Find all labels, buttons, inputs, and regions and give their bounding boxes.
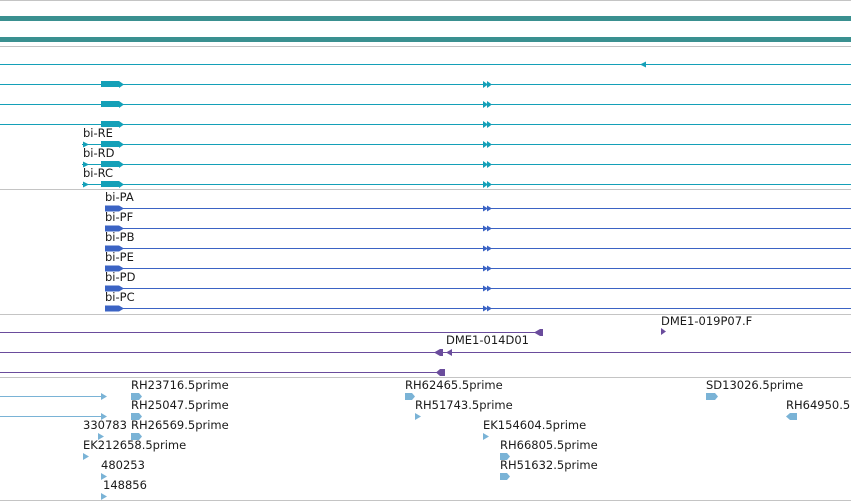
protein-label-bi-pf: bi-PF — [105, 210, 134, 224]
protein-feature[interactable] — [105, 305, 851, 312]
transcript-track — [0, 61, 851, 188]
protein-feature[interactable] — [105, 245, 851, 252]
est-label: EK212658.5prime — [83, 438, 187, 452]
transcript-label-bi-rd: bi-RD — [83, 146, 115, 160]
est-label: 330783 — [83, 418, 127, 432]
transcript-label-bi-re: bi-RE — [83, 126, 113, 140]
est-feature[interactable] — [98, 433, 104, 440]
bac-feature[interactable] — [661, 328, 666, 335]
bac-track — [0, 328, 851, 376]
transcript-feature[interactable] — [82, 141, 851, 148]
transcript-feature[interactable] — [0, 101, 851, 108]
protein-track — [105, 205, 851, 312]
est-feature[interactable] — [0, 393, 107, 400]
est-feature[interactable] — [131, 393, 142, 400]
est-feature[interactable] — [500, 473, 510, 480]
est-feature[interactable] — [101, 493, 107, 500]
bac-feature[interactable] — [0, 329, 543, 336]
est-feature[interactable] — [131, 413, 142, 420]
est-label: RH51743.5prime — [415, 398, 513, 412]
est-label: 480253 — [101, 458, 145, 472]
est-feature[interactable] — [500, 453, 510, 460]
est-feature[interactable] — [83, 453, 89, 460]
bac-label-dme1-019p07: DME1-019P07.F — [661, 314, 753, 328]
protein-feature[interactable] — [105, 205, 851, 212]
transcript-feature[interactable] — [0, 121, 851, 128]
transcript-feature[interactable] — [0, 61, 851, 68]
gene-feature[interactable] — [0, 37, 851, 42]
bac-feature[interactable] — [0, 349, 851, 356]
est-label: RH23716.5prime — [131, 378, 229, 392]
transcript-label-bi-rc: bi-RC — [83, 166, 114, 180]
est-label: SD13026.5prime — [706, 378, 804, 392]
est-track — [0, 393, 797, 500]
est-label: RH26569.5prime — [131, 418, 229, 432]
protein-feature[interactable] — [105, 265, 851, 272]
transcript-feature[interactable] — [82, 181, 851, 188]
bac-label-dme1-014d01: DME1-014D01 — [446, 333, 529, 347]
bac-feature[interactable] — [0, 369, 445, 376]
est-label: RH62465.5prime — [405, 378, 503, 392]
protein-label-bi-pa: bi-PA — [105, 190, 134, 204]
est-label: RH66805.5prime — [500, 438, 598, 452]
protein-feature[interactable] — [105, 225, 851, 232]
est-label: RH64950.5 — [786, 398, 851, 412]
est-feature[interactable] — [483, 433, 489, 440]
est-label: RH51632.5prime — [500, 458, 598, 472]
est-feature[interactable] — [0, 413, 107, 420]
est-feature[interactable] — [405, 393, 415, 400]
gene-feature[interactable] — [0, 16, 851, 21]
gene-track — [0, 16, 851, 42]
transcript-feature[interactable] — [0, 81, 851, 88]
protein-label-bi-pb: bi-PB — [105, 230, 135, 244]
est-label: EK154604.5prime — [483, 418, 587, 432]
est-feature[interactable] — [131, 433, 142, 440]
est-feature[interactable] — [101, 473, 107, 480]
est-label: RH25047.5prime — [131, 398, 229, 412]
est-label: 148856 — [103, 478, 147, 492]
protein-label-bi-pe: bi-PE — [105, 250, 134, 264]
est-feature[interactable] — [786, 413, 797, 420]
transcript-feature[interactable] — [82, 161, 851, 168]
protein-label-bi-pc: bi-PC — [105, 290, 135, 304]
est-feature[interactable] — [415, 413, 421, 420]
protein-label-bi-pd: bi-PD — [105, 270, 136, 284]
protein-feature[interactable] — [105, 285, 851, 292]
est-feature[interactable] — [706, 393, 718, 400]
